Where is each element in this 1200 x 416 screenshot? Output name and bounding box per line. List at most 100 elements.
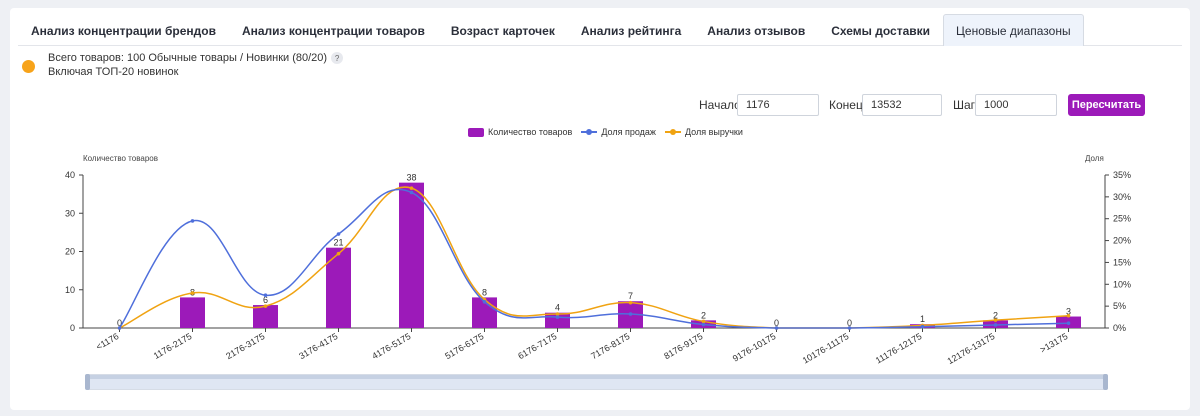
bar	[180, 297, 205, 328]
sales-point	[1066, 321, 1071, 325]
y2-tick-label: 15%	[1113, 257, 1131, 267]
y-tick-label: 20	[65, 247, 75, 257]
y-tick-label: 40	[65, 170, 75, 180]
sales-point	[993, 323, 998, 327]
y2-tick-label: 10%	[1113, 279, 1131, 289]
chart-legend: Количество товаров Доля продаж Доля выру…	[468, 125, 752, 139]
sales-point	[336, 232, 341, 236]
x-tick-label: 3176-4175	[297, 331, 339, 361]
legend-label-sales: Доля продаж	[601, 127, 656, 137]
bar-value-label: 0	[117, 318, 122, 328]
tab-rating-analysis[interactable]: Анализ рейтинга	[580, 23, 682, 38]
x-tick-label: 11176-12175	[874, 331, 924, 366]
revenue-point	[993, 318, 998, 322]
zoom-slider[interactable]	[85, 374, 1108, 390]
bar	[399, 182, 424, 328]
sales-point	[190, 219, 195, 223]
tab-brand-concentration[interactable]: Анализ концентрации брендов	[31, 23, 216, 38]
bar-value-label: 7	[628, 291, 633, 301]
bar-value-label: 3	[1066, 307, 1071, 317]
sales-point	[920, 324, 925, 329]
zoom-range-top	[87, 375, 1106, 379]
bar-value-label: 4	[555, 303, 560, 313]
legend-item-revenue[interactable]: Доля выручки	[664, 127, 743, 137]
top20-note: Включая ТОП-20 новинок	[48, 66, 179, 78]
bar	[253, 305, 278, 328]
y-axis-title: Количество товаров	[83, 154, 158, 163]
sales-point	[774, 326, 779, 330]
sales-line	[118, 188, 1069, 329]
legend-label-revenue: Доля выручки	[684, 127, 743, 137]
price-range-chart: 0102030400%5%10%15%20%25%30%35%0<1176811…	[65, 170, 1131, 366]
bar-value-label: 0	[847, 318, 852, 328]
sales-point	[409, 190, 414, 195]
zoom-handle-left[interactable]	[85, 374, 90, 390]
y-tick-label: 30	[65, 208, 75, 218]
revenue-point	[628, 300, 633, 305]
step-label: Шаг	[953, 98, 976, 112]
y2-tick-label: 20%	[1113, 236, 1131, 246]
y2-tick-label: 5%	[1113, 301, 1126, 311]
y-tick-label: 10	[65, 285, 75, 295]
x-tick-label: 10176-11175	[801, 331, 851, 366]
recalculate-button[interactable]: Пересчитать	[1068, 94, 1145, 116]
legend-item-count[interactable]: Количество товаров	[468, 127, 572, 137]
bar-value-label: 21	[333, 238, 343, 248]
legend-label-count: Количество товаров	[488, 127, 573, 137]
x-tick-label: 6176-7175	[516, 331, 558, 361]
x-tick-label: 1176-2175	[152, 331, 194, 361]
tab-product-concentration[interactable]: Анализ концентрации товаров	[241, 23, 425, 38]
tab-reviews-analysis[interactable]: Анализ отзывов	[707, 23, 806, 38]
zoom-handle-right[interactable]	[1103, 374, 1108, 390]
x-tick-label: 5176-6175	[443, 331, 485, 361]
legend-swatch-bar	[468, 127, 484, 137]
tab-delivery-schemes[interactable]: Схемы доставки	[831, 23, 931, 38]
start-label: Начало	[699, 98, 741, 112]
sales-point	[117, 326, 122, 330]
range-controls: Начало Конец Шаг Пересчитать	[10, 94, 1190, 116]
revenue-point	[1066, 313, 1071, 318]
x-tick-label: >13175	[1038, 331, 1069, 355]
x-tick-label: <1176	[94, 331, 120, 352]
analysis-tabs: Анализ концентрации брендов Анализ конце…	[18, 14, 1182, 46]
revenue-point	[190, 291, 195, 295]
revenue-point	[409, 186, 414, 190]
y2-tick-label: 0%	[1113, 323, 1126, 333]
status-dot-icon	[22, 60, 35, 73]
tab-price-ranges[interactable]: Ценовые диапазоны	[943, 14, 1084, 46]
price-ranges-panel: Анализ концентрации брендов Анализ конце…	[10, 8, 1190, 410]
legend-item-sales[interactable]: Доля продаж	[581, 127, 656, 137]
x-tick-label: 9176-10175	[731, 331, 778, 364]
x-tick-label: 2176-3175	[224, 331, 266, 361]
sales-point	[628, 312, 633, 316]
bar-value-label: 0	[774, 318, 779, 328]
bar-value-label: 8	[482, 287, 487, 297]
step-input[interactable]	[975, 94, 1057, 116]
bar-value-label: 1	[920, 314, 925, 324]
bar	[326, 247, 351, 328]
products-summary: Всего товаров: 100 Обычные товары / Нови…	[22, 51, 344, 80]
x-tick-label: 7176-8175	[589, 331, 631, 361]
start-input[interactable]	[737, 94, 819, 116]
end-input[interactable]	[862, 94, 942, 116]
revenue-line	[119, 186, 1069, 329]
bar-value-label: 2	[993, 310, 998, 320]
revenue-point	[336, 251, 341, 256]
bar-value-label: 2	[701, 310, 706, 320]
y2-tick-label: 35%	[1113, 170, 1131, 180]
total-products-text: Всего товаров: 100 Обычные товары / Нови…	[48, 52, 328, 64]
y2-tick-label: 30%	[1113, 192, 1131, 202]
sales-point	[482, 299, 487, 304]
legend-swatch-revenue	[664, 129, 681, 135]
tab-card-age[interactable]: Возраст карточек	[450, 23, 555, 38]
y2-axis-title: Доля	[1085, 154, 1104, 163]
revenue-point	[701, 319, 706, 324]
x-tick-label: 8176-9175	[662, 331, 704, 361]
end-label: Конец	[829, 98, 863, 112]
bar-value-label: 38	[406, 173, 416, 183]
bar-value-label: 6	[263, 295, 268, 305]
help-icon[interactable]: ?	[331, 52, 344, 64]
x-tick-label: 12176-13175	[946, 331, 997, 366]
sales-point	[555, 315, 560, 319]
y2-tick-label: 25%	[1113, 214, 1131, 224]
